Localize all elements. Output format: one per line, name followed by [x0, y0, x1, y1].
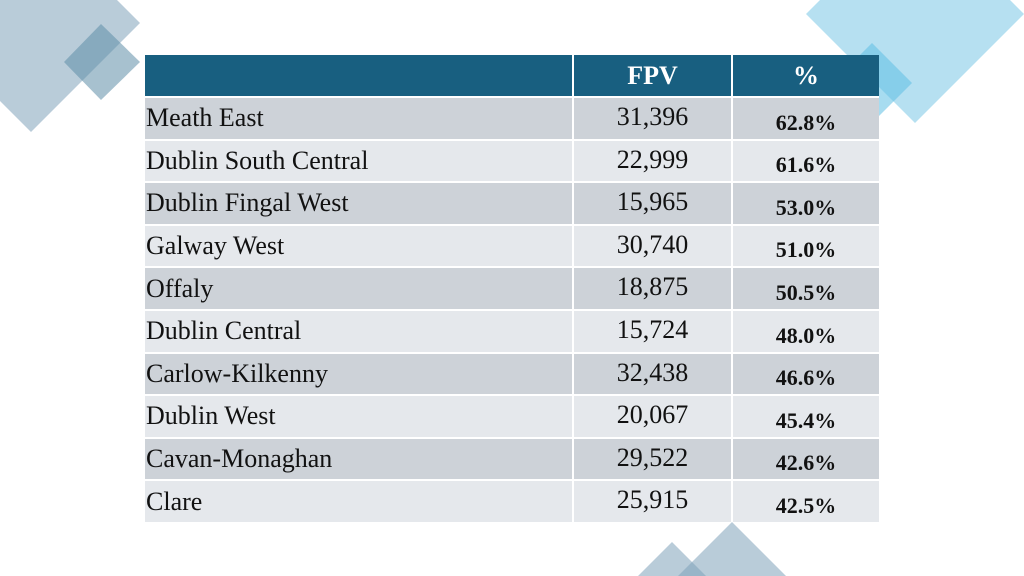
fpv-cell: 25,915 [572, 479, 732, 522]
fpv-cell: 31,396 [572, 96, 732, 140]
constituency-cell: Dublin Fingal West [145, 181, 573, 225]
table-row: Cavan-Monaghan 29,522 42.6% [145, 436, 879, 481]
table-row: Clare 25,915 42.5% [145, 479, 879, 522]
pct-cell: 42.5% [731, 479, 879, 522]
constituency-cell: Clare [145, 479, 573, 522]
constituency-cell: Dublin South Central [145, 138, 573, 183]
pct-cell: 50.5% [731, 266, 879, 310]
deco-diamond-top-left-small [64, 24, 140, 100]
table-row: Dublin West 20,067 45.4% [145, 394, 879, 438]
table-row: Offaly 18,875 50.5% [145, 266, 879, 310]
table-row: Dublin Fingal West 15,965 53.0% [145, 181, 879, 225]
constituency-cell: Offaly [145, 266, 573, 310]
deco-diamond-top-right-large [806, 0, 1024, 123]
constituency-cell: Galway West [145, 223, 573, 268]
table-row: Carlow-Kilkenny 32,438 46.6% [145, 351, 879, 396]
header-fpv: FPV [572, 55, 732, 97]
header-pct: % [731, 55, 879, 97]
fpv-cell: 30,740 [572, 223, 732, 268]
pct-cell: 61.6% [731, 138, 879, 183]
constituency-cell: Dublin West [145, 394, 573, 438]
fpv-cell: 15,965 [572, 181, 732, 225]
constituency-cell: Meath East [145, 96, 573, 140]
pct-cell: 46.6% [731, 351, 879, 396]
table-row: Galway West 30,740 51.0% [145, 223, 879, 268]
pct-cell: 51.0% [731, 223, 879, 268]
results-table: FPV % Meath East 31,396 62.8% Dublin South … [145, 55, 879, 522]
constituency-cell: Cavan-Monaghan [145, 436, 573, 481]
pct-cell: 62.8% [731, 96, 879, 140]
fpv-cell: 29,522 [572, 436, 732, 481]
fpv-cell: 32,438 [572, 351, 732, 396]
table-row: Dublin South Central 22,999 61.6% [145, 138, 879, 183]
table-row: Meath East 31,396 62.8% [145, 96, 879, 140]
fpv-cell: 18,875 [572, 266, 732, 310]
pct-cell: 48.0% [731, 308, 879, 353]
deco-diamond-bottom-small [638, 542, 706, 576]
fpv-cell: 22,999 [572, 138, 732, 183]
fpv-cell: 15,724 [572, 308, 732, 353]
table-row: Dublin Central 15,724 48.0% [145, 308, 879, 353]
constituency-cell: Carlow-Kilkenny [145, 351, 573, 396]
header-name [145, 55, 573, 97]
table-body: Meath East 31,396 62.8% Dublin South Centra… [145, 96, 879, 522]
table-header-row: FPV % [145, 55, 879, 97]
pct-cell: 42.6% [731, 436, 879, 481]
pct-cell: 53.0% [731, 181, 879, 225]
deco-diamond-bottom-large [678, 522, 786, 576]
constituency-cell: Dublin Central [145, 308, 573, 353]
fpv-cell: 20,067 [572, 394, 732, 438]
pct-cell: 45.4% [731, 394, 879, 438]
